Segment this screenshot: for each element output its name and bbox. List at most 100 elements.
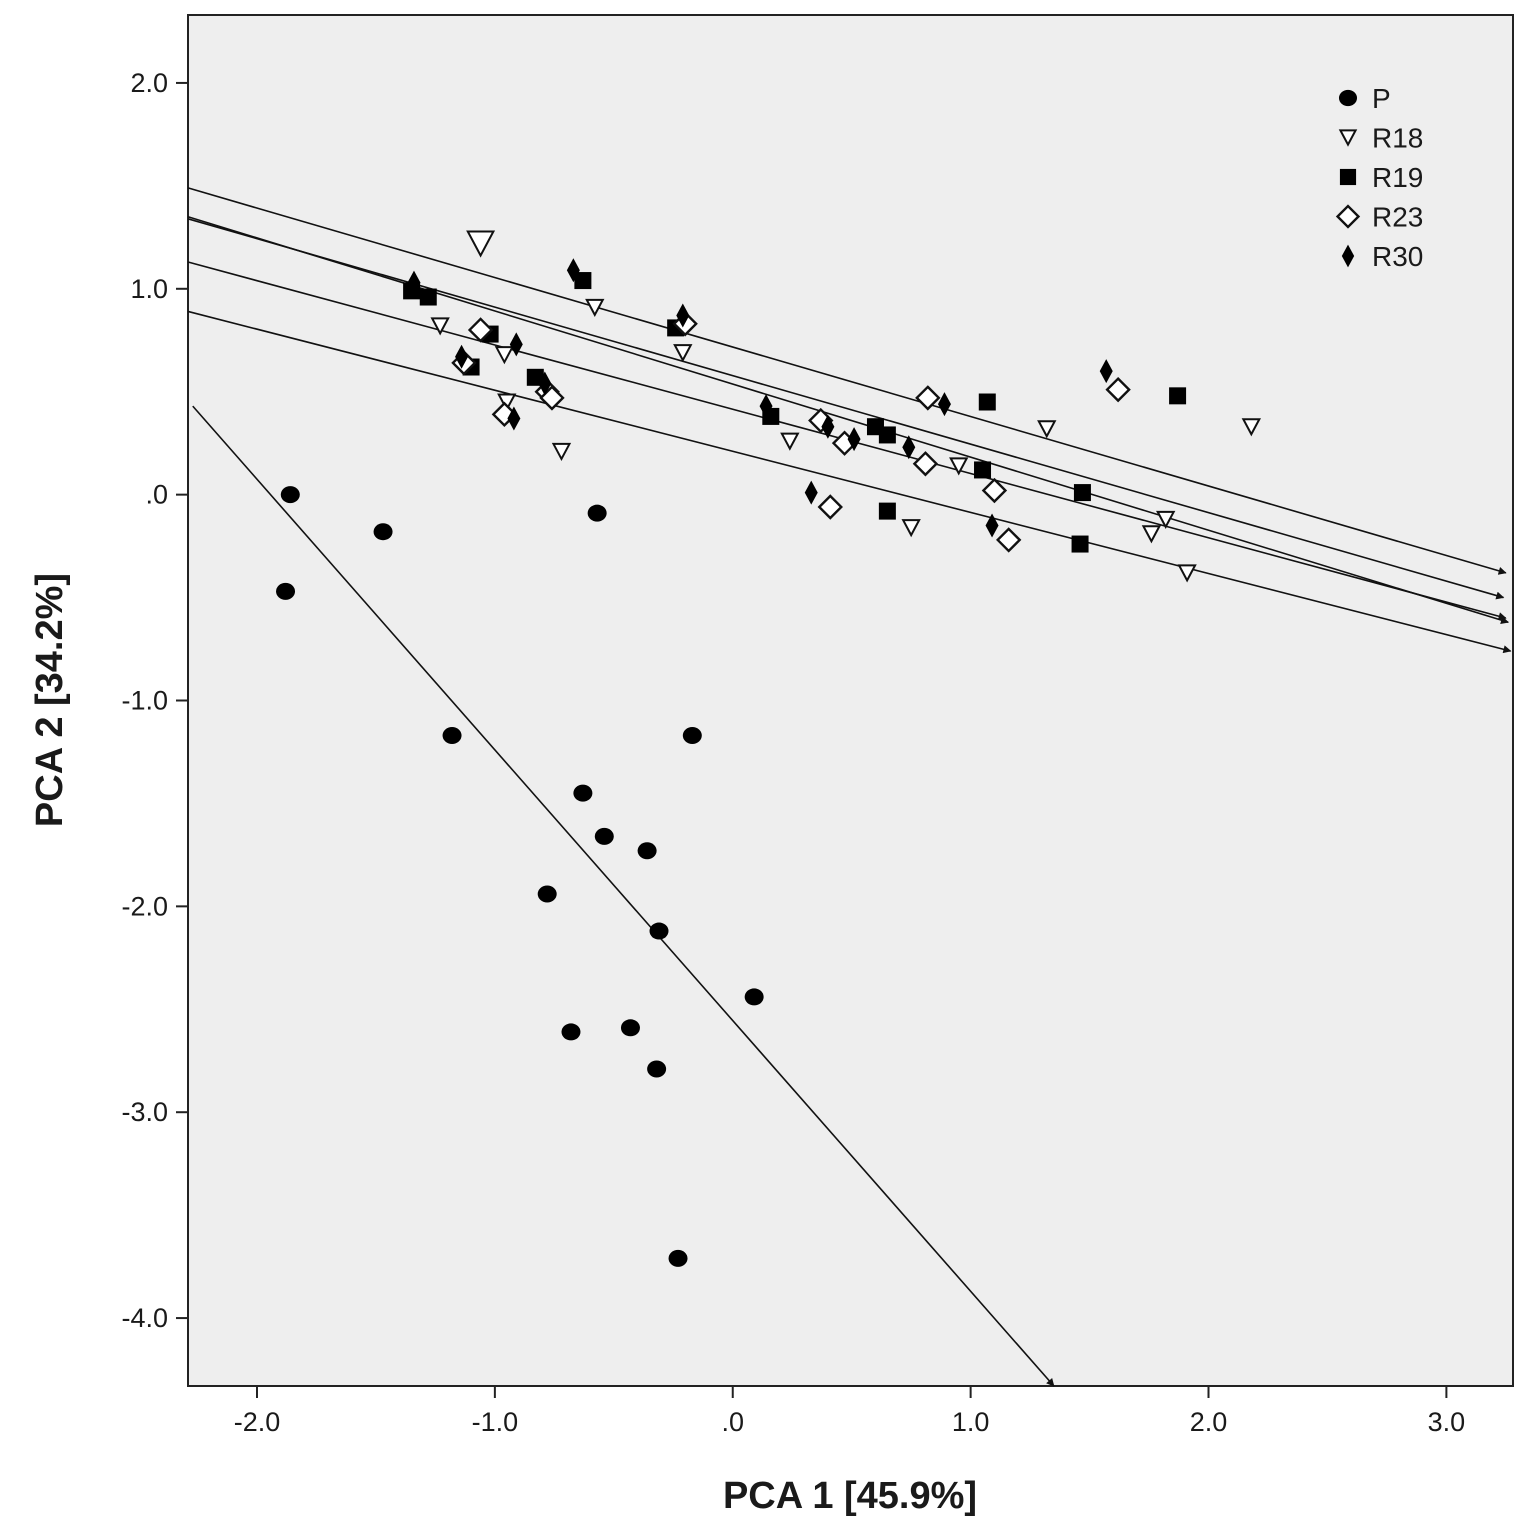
- point-r30: [566, 258, 580, 283]
- point-r18: [780, 432, 800, 451]
- point-p: [682, 726, 702, 744]
- series-r19: [403, 272, 1187, 553]
- x-tick-label: -2.0: [234, 1407, 281, 1437]
- y-axis-title: PCA 2 [34.2%]: [29, 573, 71, 827]
- point-r19: [1071, 535, 1089, 553]
- point-r30: [538, 371, 552, 396]
- point-p: [276, 582, 296, 600]
- point-p: [373, 523, 393, 541]
- x-tick-label: .0: [721, 1407, 744, 1437]
- point-r30: [759, 394, 773, 419]
- x-axis-title: PCA 1 [45.9%]: [723, 1475, 977, 1517]
- point-r19: [974, 461, 992, 479]
- point-r30: [1099, 359, 1113, 384]
- legend-marker-p: [1338, 89, 1358, 107]
- legend-marker-r19: [1339, 168, 1357, 186]
- point-r30: [455, 344, 469, 369]
- point-r30: [937, 392, 951, 417]
- y-tick-label: -2.0: [121, 891, 168, 921]
- point-p: [561, 1023, 581, 1041]
- legend-label-r19: R19: [1372, 162, 1423, 193]
- regression-line: [187, 187, 1507, 575]
- y-tick-label: 1.0: [130, 274, 168, 304]
- point-r19: [978, 393, 996, 411]
- point-p: [587, 504, 607, 522]
- point-r30: [847, 427, 861, 452]
- x-axis-ticks: -2.0 -1.0 .0 1.0 2.0 3.0: [234, 1386, 1465, 1437]
- point-p: [573, 784, 593, 802]
- point-r18: [949, 457, 969, 476]
- point-p: [668, 1249, 688, 1267]
- point-r18: [430, 317, 450, 336]
- point-r18: [497, 393, 517, 412]
- regression-line: [192, 405, 1055, 1387]
- legend-label-r30: R30: [1372, 241, 1423, 272]
- point-r18: [1156, 510, 1176, 529]
- point-r23: [915, 385, 941, 411]
- point-r18: [585, 298, 605, 317]
- series-r23: [451, 311, 1131, 553]
- point-p: [594, 827, 614, 845]
- point-p: [744, 988, 764, 1006]
- legend-label-r23: R23: [1372, 202, 1423, 233]
- legend: P R18 R19 R23 R30: [1335, 83, 1423, 272]
- point-r18: [901, 519, 921, 538]
- point-r30: [407, 270, 421, 295]
- y-axis-ticks: 2.0 1.0 .0 -1.0 -2.0 -3.0 -4.0: [121, 68, 188, 1333]
- plot-area: [187, 14, 1514, 1387]
- x-tick-label: 1.0: [952, 1407, 990, 1437]
- regression-line: [187, 310, 1512, 654]
- point-r30: [507, 406, 521, 431]
- point-p: [637, 842, 657, 860]
- point-r23: [817, 494, 843, 520]
- point-r23: [981, 477, 1008, 504]
- legend-label-r18: R18: [1372, 123, 1423, 154]
- legend-label-p: P: [1372, 83, 1391, 114]
- point-r30: [821, 414, 835, 439]
- point-r19: [419, 288, 437, 306]
- point-r30: [902, 435, 916, 460]
- x-tick-label: 2.0: [1190, 1407, 1228, 1437]
- point-p: [537, 885, 557, 903]
- data-points: [276, 230, 1261, 1267]
- point-r18: [1141, 525, 1162, 544]
- point-r23: [912, 451, 939, 477]
- point-p: [442, 726, 462, 744]
- series-p: [276, 486, 764, 1267]
- point-p: [280, 486, 300, 504]
- point-r30: [804, 480, 818, 505]
- x-tick-label: 3.0: [1428, 1407, 1466, 1437]
- legend-marker-r18: [1338, 129, 1358, 147]
- point-r18: [1037, 420, 1057, 439]
- point-r18: [494, 346, 515, 365]
- point-r19: [1169, 387, 1187, 405]
- point-p: [647, 1060, 667, 1078]
- y-tick-label: -1.0: [121, 686, 168, 716]
- point-r19: [574, 272, 592, 290]
- y-tick-label: .0: [145, 480, 168, 510]
- point-r30: [676, 303, 690, 328]
- series-r18: [430, 230, 1261, 583]
- point-r23: [995, 527, 1022, 553]
- x-tick-label: -1.0: [472, 1407, 519, 1437]
- point-r19: [878, 502, 896, 520]
- point-r23: [1105, 376, 1131, 403]
- point-r30: [985, 513, 999, 538]
- series-r30: [407, 258, 1113, 538]
- point-r19: [878, 426, 896, 444]
- point-p: [649, 922, 669, 940]
- point-r23: [467, 317, 494, 343]
- legend-marker-r23: [1335, 204, 1361, 229]
- legend-marker-r30: [1341, 244, 1355, 268]
- y-tick-label: -3.0: [121, 1097, 168, 1127]
- point-r18: [466, 230, 496, 258]
- point-r18: [673, 344, 693, 363]
- point-r30: [509, 332, 523, 357]
- y-tick-label: -4.0: [121, 1303, 168, 1333]
- point-r18: [551, 442, 572, 462]
- point-r19: [1073, 484, 1091, 502]
- y-tick-label: 2.0: [130, 68, 168, 98]
- point-p: [620, 1019, 640, 1037]
- point-r18: [1241, 418, 1261, 437]
